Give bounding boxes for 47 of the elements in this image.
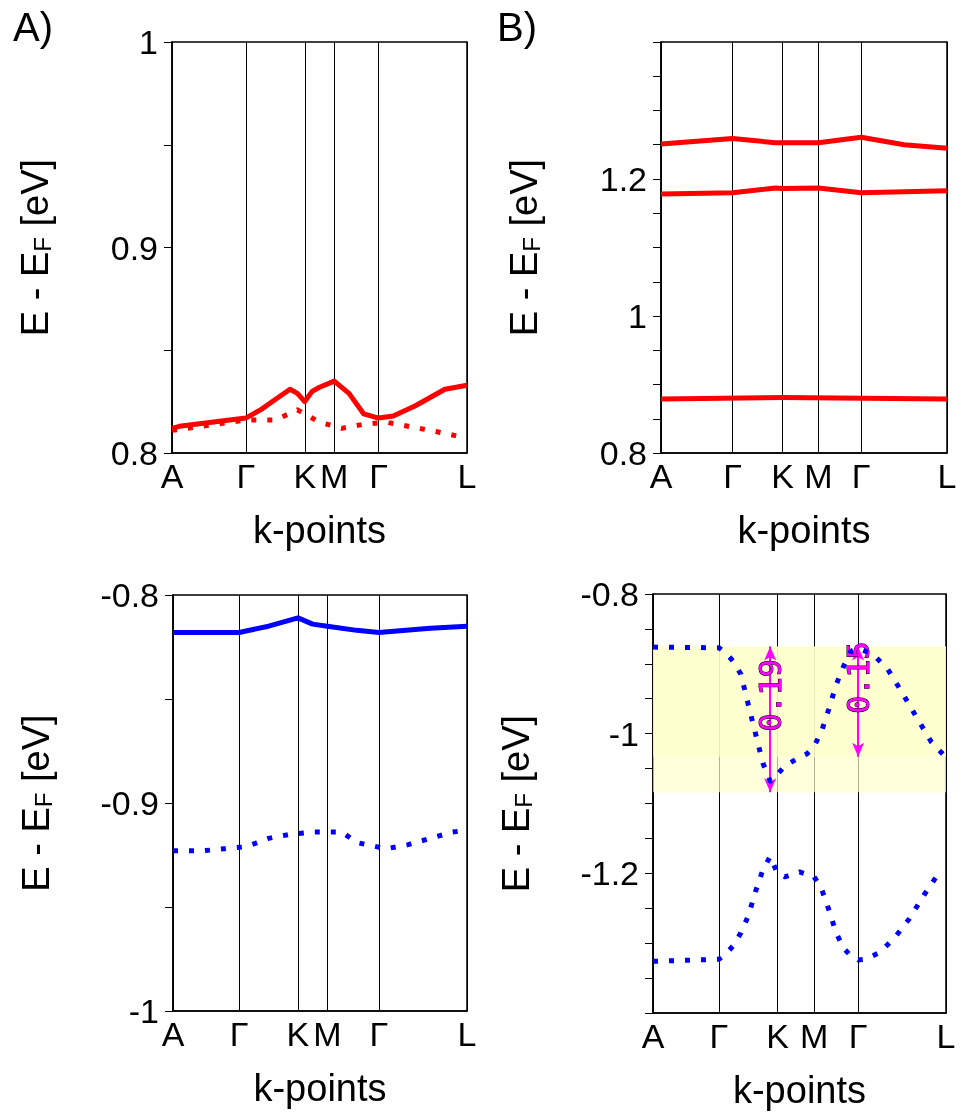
x-axis-title: k-points xyxy=(252,509,387,551)
x-tick-label: Γ xyxy=(369,1015,389,1053)
y-axis-title: E - EF [eV] xyxy=(14,158,56,337)
y-tick-label: 1.2 xyxy=(599,160,647,198)
y-tick-label: 0.8 xyxy=(110,434,158,472)
y-tick-label: 0.9 xyxy=(110,228,158,267)
x-tick-label: A xyxy=(160,457,184,495)
x-tick-label: M xyxy=(804,457,833,495)
y-tick-label: 0.8 xyxy=(599,434,647,472)
y-tick-label: -0.9 xyxy=(100,784,159,822)
x-tick-label: Γ xyxy=(709,1017,729,1055)
x-tick-label: Γ xyxy=(851,457,871,495)
x-tick-label: M xyxy=(799,1017,829,1055)
x-tick-label: L xyxy=(457,1015,477,1053)
x-tick-label: A xyxy=(161,1015,185,1053)
x-tick-label: Γ xyxy=(723,457,742,495)
x-tick-label: M xyxy=(313,1015,342,1053)
y-tick-label: 1 xyxy=(628,297,647,335)
x-tick-label: Γ xyxy=(236,457,256,495)
y-axis-title: E - EF [eV] xyxy=(503,158,545,337)
x-tick-label: K xyxy=(766,1017,790,1055)
x-tick-label: L xyxy=(937,457,957,495)
x-tick-label: K xyxy=(771,457,795,495)
x-tick-label: Γ xyxy=(229,1015,249,1053)
x-tick-label: M xyxy=(320,457,349,495)
x-tick-label: Γ xyxy=(848,1017,868,1055)
x-tick-label: A xyxy=(641,1017,665,1055)
x-tick-label: K xyxy=(286,1015,310,1053)
y-tick-label: -1 xyxy=(608,714,639,753)
chart-title: B) xyxy=(497,5,537,49)
y-tick-label: -0.8 xyxy=(580,575,639,613)
x-tick-label: Γ xyxy=(369,457,388,495)
annotation: 0.15 xyxy=(840,641,876,714)
x-tick-label: L xyxy=(936,1017,956,1055)
x-axis-title: k-points xyxy=(253,1067,387,1109)
x-tick-label: K xyxy=(293,457,317,495)
x-axis-title: k-points xyxy=(732,1069,867,1111)
chart-title: A) xyxy=(13,5,53,49)
y-tick-label: -1.2 xyxy=(580,854,639,893)
y-axis-title: E - EF [eV] xyxy=(495,714,537,893)
y-tick-label: -1 xyxy=(128,992,159,1030)
x-tick-label: L xyxy=(457,457,477,495)
x-axis-title: k-points xyxy=(737,509,871,551)
y-axis-title: E - EF [eV] xyxy=(15,714,57,892)
y-tick-label: -0.8 xyxy=(100,576,159,614)
y-tick-label: 1 xyxy=(139,23,158,61)
x-tick-label: A xyxy=(649,457,673,495)
